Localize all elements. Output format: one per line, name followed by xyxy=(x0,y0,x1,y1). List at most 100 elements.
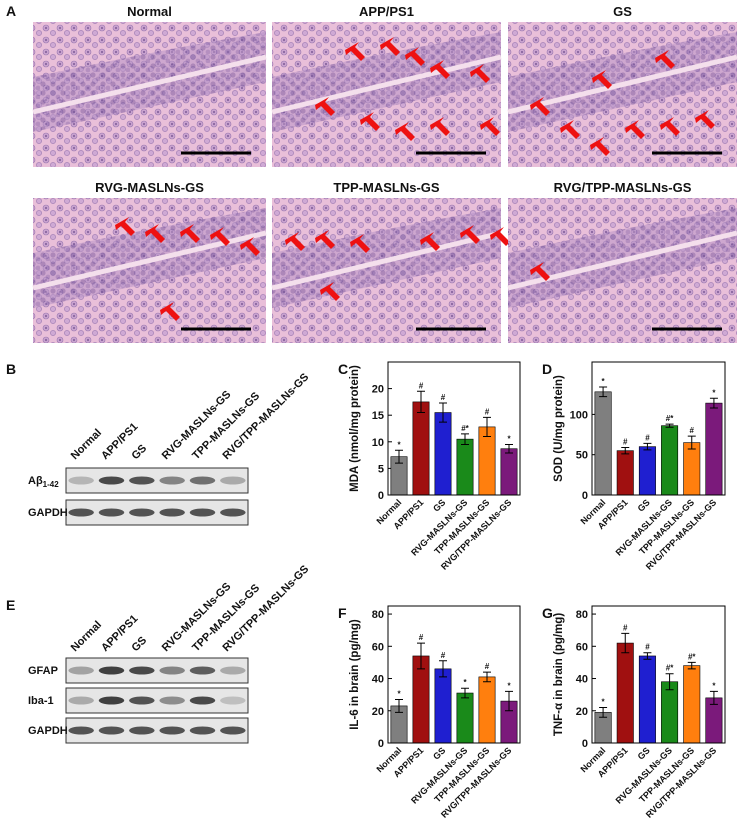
annotation: # xyxy=(485,662,490,671)
annotation: # xyxy=(441,651,446,660)
band xyxy=(220,666,246,675)
arrow xyxy=(405,47,425,66)
lumen xyxy=(32,54,267,115)
arrow xyxy=(530,97,550,116)
error-bar xyxy=(665,673,674,691)
bar xyxy=(500,448,518,496)
annotation: * xyxy=(602,698,606,707)
arrow xyxy=(430,117,450,136)
bar xyxy=(683,665,701,744)
bar xyxy=(456,692,474,744)
annotation: * xyxy=(463,678,467,687)
band xyxy=(220,696,246,705)
panel-letter: B xyxy=(6,361,16,377)
image-title: GS xyxy=(613,4,632,19)
bar xyxy=(594,391,612,496)
lane-label: GS xyxy=(129,442,149,462)
y-tick-label: 0 xyxy=(378,490,384,502)
annotation: # xyxy=(645,433,650,442)
blot-strip xyxy=(65,717,249,744)
band xyxy=(189,666,216,675)
error-bar xyxy=(709,397,718,409)
x-tick-label: GS xyxy=(636,497,652,513)
band xyxy=(129,666,155,675)
bar xyxy=(616,642,634,744)
bar xyxy=(434,412,452,496)
bar xyxy=(478,426,496,496)
error-bar xyxy=(665,423,674,428)
error-bar xyxy=(483,416,491,437)
annotation: # xyxy=(441,393,446,402)
bar xyxy=(412,401,430,496)
arrow xyxy=(360,112,380,131)
error-bar xyxy=(395,698,403,713)
bar xyxy=(478,676,496,744)
panel-letter: C xyxy=(338,361,348,377)
band xyxy=(220,476,246,485)
band xyxy=(68,666,94,675)
annotation: # xyxy=(419,381,424,390)
arrow xyxy=(420,232,440,251)
arrow xyxy=(460,225,480,244)
y-axis-label: IL-6 in brain (pg/mg) xyxy=(349,619,361,730)
band xyxy=(189,696,216,705)
arrow xyxy=(345,42,365,61)
arrow xyxy=(590,137,610,156)
y-axis-label: SOD (U/mg protein) xyxy=(553,375,565,482)
annotation: * xyxy=(602,377,606,386)
band xyxy=(159,696,185,705)
error-bar xyxy=(505,443,513,454)
arrow xyxy=(470,64,490,83)
bar xyxy=(683,442,701,496)
arrow xyxy=(380,37,400,56)
band xyxy=(159,726,185,735)
panel-letter: E xyxy=(6,597,15,613)
band xyxy=(189,726,216,735)
y-tick-label: 100 xyxy=(570,409,588,421)
y-tick-label: 0 xyxy=(582,490,588,502)
bar xyxy=(638,446,656,496)
annotation: * xyxy=(507,434,511,443)
annotation: # xyxy=(690,426,695,435)
arrow xyxy=(625,120,645,139)
arrow xyxy=(160,302,180,321)
y-tick-label: 80 xyxy=(576,609,588,621)
band xyxy=(220,508,246,517)
bar xyxy=(705,402,723,496)
annotation: #* xyxy=(666,414,674,423)
row-label: GAPDH xyxy=(28,507,68,519)
plot-frame xyxy=(387,361,521,496)
arrow xyxy=(350,234,370,253)
arrow xyxy=(592,70,612,89)
arrow xyxy=(210,227,230,246)
image-title: Normal xyxy=(127,4,172,19)
image-title: APP/PS1 xyxy=(359,4,414,19)
error-bar xyxy=(643,652,652,660)
arrow xyxy=(660,117,680,136)
error-bar xyxy=(395,449,403,464)
y-axis-label: MDA (nmol/mg protein) xyxy=(349,365,361,492)
annotation: # xyxy=(623,437,628,446)
annotation: * xyxy=(507,681,511,690)
error-bar xyxy=(621,632,630,654)
error-bar xyxy=(621,446,630,455)
arrow xyxy=(395,122,415,141)
band xyxy=(98,476,125,485)
band xyxy=(98,726,125,735)
histology-image xyxy=(271,22,502,167)
arrow xyxy=(430,60,450,79)
image-title: RVG/TPP-MASLNs-GS xyxy=(554,180,692,195)
error-bar xyxy=(599,386,608,398)
arrow xyxy=(285,232,305,251)
blot-strip xyxy=(65,657,249,684)
band xyxy=(98,508,125,517)
annotation: #* xyxy=(666,664,674,673)
y-tick-label: 40 xyxy=(372,674,384,686)
arrow xyxy=(115,217,135,236)
y-tick-label: 0 xyxy=(582,738,588,750)
annotation: # xyxy=(645,643,650,652)
y-tick-label: 80 xyxy=(372,609,384,621)
arrow xyxy=(320,282,340,301)
row-label: Iba-1 xyxy=(28,695,54,707)
y-tick-label: 20 xyxy=(576,706,588,718)
